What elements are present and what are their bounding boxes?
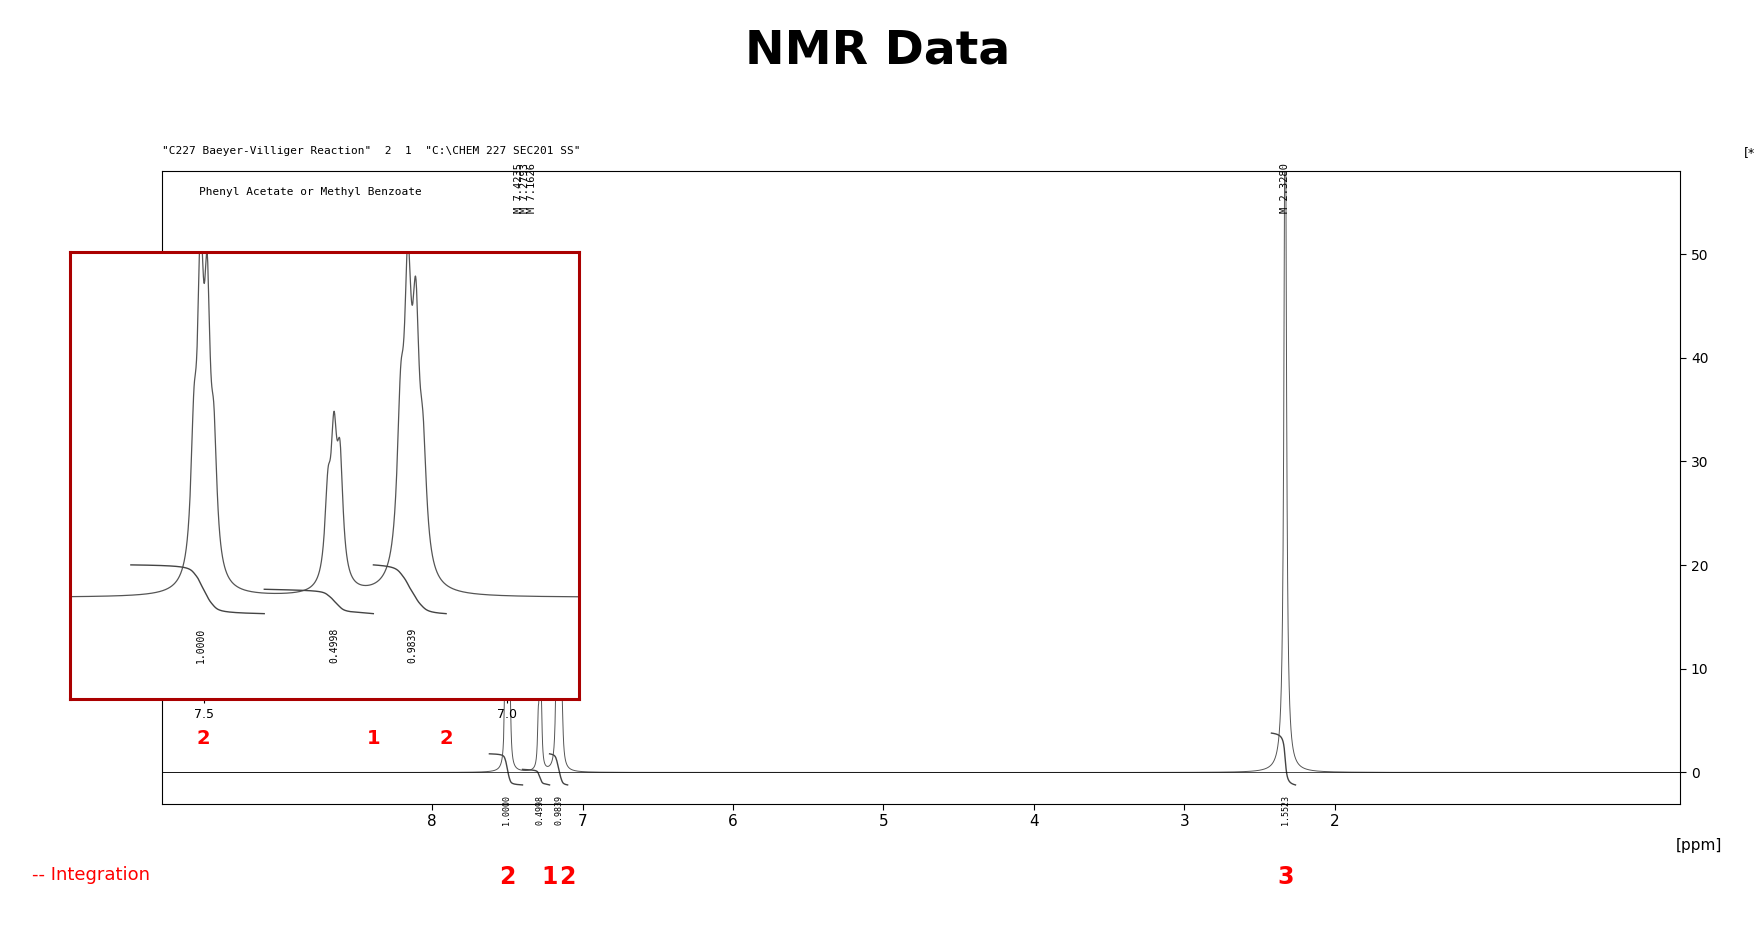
Text: 0.9839: 0.9839 <box>407 628 418 663</box>
Text: 2: 2 <box>439 729 453 748</box>
Text: M 7.2793: M 7.2793 <box>519 163 530 213</box>
Text: M 2.3280: M 2.3280 <box>1279 163 1290 213</box>
Text: 0.4998: 0.4998 <box>535 795 544 825</box>
Text: "C227 Baeyer-Villiger Reaction"  2  1  "C:\CHEM 227 SEC201 SS": "C227 Baeyer-Villiger Reaction" 2 1 "C:\… <box>161 146 579 156</box>
Text: [*1e6]: [*1e6] <box>1743 146 1755 159</box>
X-axis label: [ppm]: [ppm] <box>1674 839 1722 853</box>
Text: 2: 2 <box>498 865 516 889</box>
Text: 1: 1 <box>541 865 558 889</box>
Text: 1: 1 <box>367 729 379 748</box>
Text: -- Integration: -- Integration <box>32 865 149 883</box>
Text: M 7.4235: M 7.4235 <box>514 163 525 213</box>
Text: 3: 3 <box>1276 865 1293 889</box>
Text: 0.4998: 0.4998 <box>328 628 339 663</box>
Text: 2: 2 <box>197 729 211 748</box>
Text: NMR Data: NMR Data <box>744 29 1011 73</box>
Text: Phenyl Acetate or Methyl Benzoate: Phenyl Acetate or Methyl Benzoate <box>198 187 421 197</box>
Text: M 7.1626: M 7.1626 <box>526 163 537 213</box>
Text: 0.9839: 0.9839 <box>555 795 563 825</box>
Text: 1.0000: 1.0000 <box>195 628 205 663</box>
Text: 1.5523: 1.5523 <box>1279 795 1288 825</box>
Text: 2: 2 <box>560 865 576 889</box>
Text: 1.0000: 1.0000 <box>502 795 511 825</box>
